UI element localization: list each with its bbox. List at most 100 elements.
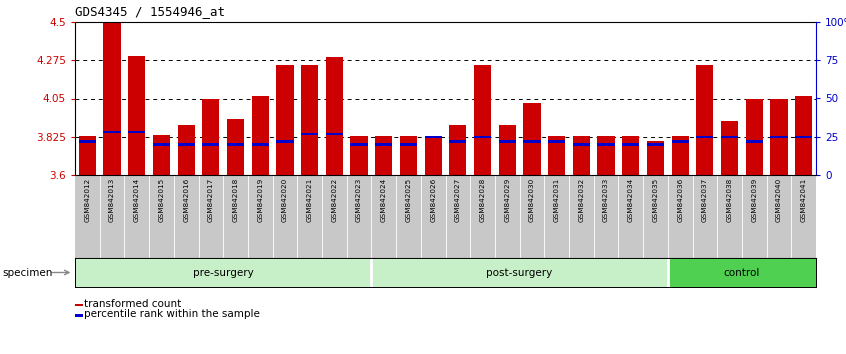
Bar: [745, 98, 763, 175]
Text: GSM842025: GSM842025: [405, 177, 411, 222]
Bar: [672, 140, 689, 143]
Bar: [721, 121, 739, 175]
Bar: [573, 143, 590, 145]
Bar: [400, 143, 417, 145]
Text: transformed count: transformed count: [84, 299, 181, 309]
Text: GSM842022: GSM842022: [332, 177, 338, 222]
Bar: [350, 143, 368, 145]
Text: GSM842036: GSM842036: [677, 177, 684, 222]
Text: GSM842018: GSM842018: [233, 177, 239, 222]
Bar: [771, 98, 788, 175]
Text: GSM842030: GSM842030: [529, 177, 535, 222]
Text: GSM842024: GSM842024: [381, 177, 387, 222]
Bar: [672, 136, 689, 175]
Bar: [425, 136, 442, 138]
Text: GSM842016: GSM842016: [183, 177, 190, 222]
Bar: [375, 136, 393, 175]
Text: GSM842035: GSM842035: [652, 177, 658, 222]
Bar: [597, 136, 615, 175]
Bar: [301, 65, 318, 175]
Bar: [153, 135, 170, 175]
Bar: [548, 140, 565, 143]
Bar: [771, 136, 788, 138]
Bar: [375, 143, 393, 145]
Bar: [597, 143, 615, 145]
Bar: [647, 143, 664, 145]
Bar: [696, 136, 713, 138]
Bar: [326, 132, 343, 135]
Text: GSM842019: GSM842019: [257, 177, 263, 222]
Text: GSM842014: GSM842014: [134, 177, 140, 222]
Bar: [622, 136, 640, 175]
Bar: [449, 140, 466, 143]
Text: pre-surgery: pre-surgery: [193, 268, 254, 278]
Text: GSM842031: GSM842031: [553, 177, 560, 222]
Bar: [573, 136, 590, 175]
Text: GSM842040: GSM842040: [776, 177, 782, 222]
Bar: [667, 258, 816, 287]
Bar: [647, 141, 664, 175]
Text: percentile rank within the sample: percentile rank within the sample: [84, 309, 260, 319]
Bar: [178, 125, 195, 175]
Text: GSM842017: GSM842017: [208, 177, 214, 222]
Bar: [400, 136, 417, 175]
Text: post-surgery: post-surgery: [486, 268, 552, 278]
Text: GSM842023: GSM842023: [356, 177, 362, 222]
Bar: [202, 143, 219, 145]
Bar: [103, 22, 121, 175]
Text: GSM842026: GSM842026: [430, 177, 437, 222]
Bar: [178, 143, 195, 145]
Bar: [227, 119, 244, 175]
Text: GSM842021: GSM842021: [306, 177, 313, 222]
Bar: [128, 131, 146, 133]
Text: GSM842039: GSM842039: [751, 177, 757, 222]
Text: GSM842029: GSM842029: [504, 177, 510, 222]
Bar: [326, 57, 343, 175]
Bar: [498, 140, 516, 143]
Bar: [622, 143, 640, 145]
Bar: [227, 143, 244, 145]
Bar: [350, 136, 368, 175]
Text: GSM842041: GSM842041: [800, 177, 806, 222]
Text: GDS4345 / 1554946_at: GDS4345 / 1554946_at: [75, 5, 225, 18]
Text: GSM842015: GSM842015: [158, 177, 164, 222]
Bar: [548, 136, 565, 175]
Bar: [745, 140, 763, 143]
Bar: [795, 136, 812, 138]
Text: GSM842012: GSM842012: [85, 177, 91, 222]
Bar: [153, 143, 170, 145]
Bar: [75, 258, 371, 287]
Bar: [425, 136, 442, 175]
Text: GSM842033: GSM842033: [603, 177, 609, 222]
Bar: [202, 98, 219, 175]
Bar: [449, 125, 466, 175]
Bar: [795, 96, 812, 175]
Bar: [524, 140, 541, 143]
Bar: [371, 258, 667, 287]
Bar: [696, 65, 713, 175]
Bar: [128, 56, 146, 175]
Bar: [277, 140, 294, 143]
Text: GSM842020: GSM842020: [282, 177, 288, 222]
Bar: [251, 143, 269, 145]
Bar: [79, 136, 96, 175]
Text: GSM842034: GSM842034: [628, 177, 634, 222]
Bar: [79, 140, 96, 143]
Text: GSM842027: GSM842027: [455, 177, 461, 222]
Text: GSM842013: GSM842013: [109, 177, 115, 222]
Text: GSM842028: GSM842028: [480, 177, 486, 222]
Bar: [524, 103, 541, 175]
Text: control: control: [723, 268, 760, 278]
Bar: [277, 65, 294, 175]
Bar: [474, 65, 492, 175]
Text: GSM842032: GSM842032: [579, 177, 585, 222]
Bar: [721, 136, 739, 138]
Bar: [251, 96, 269, 175]
Text: GSM842038: GSM842038: [727, 177, 733, 222]
Bar: [474, 136, 492, 138]
Bar: [103, 131, 121, 133]
Bar: [301, 132, 318, 135]
Bar: [498, 125, 516, 175]
Text: specimen: specimen: [3, 268, 53, 278]
Text: GSM842037: GSM842037: [702, 177, 708, 222]
